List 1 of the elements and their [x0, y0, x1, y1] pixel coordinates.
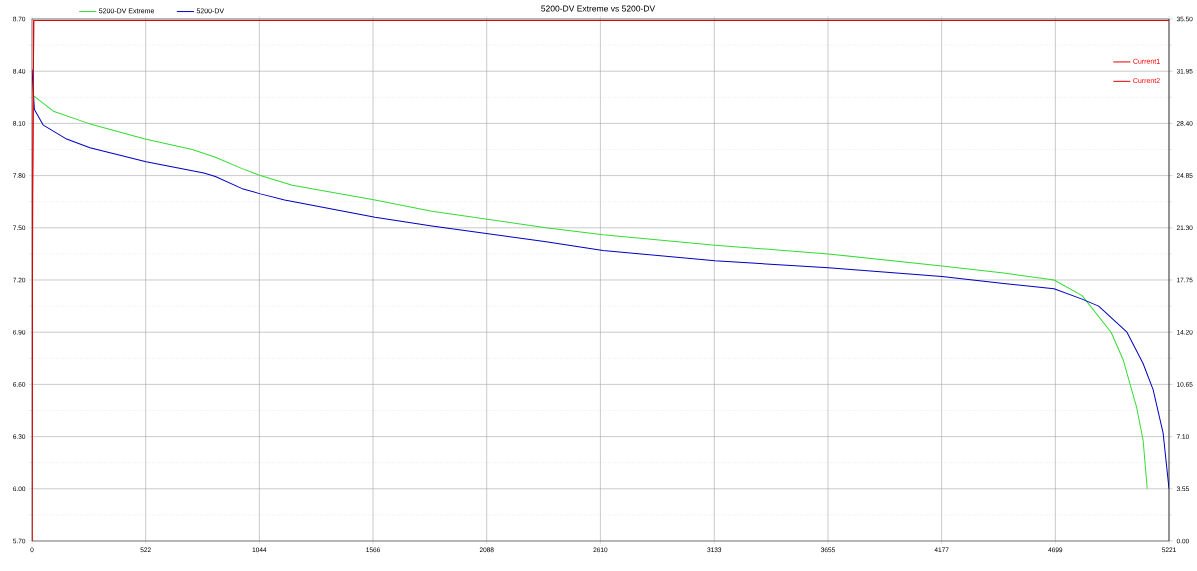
chart-title: 5200-DV Extreme vs 5200-DV: [541, 5, 656, 12]
